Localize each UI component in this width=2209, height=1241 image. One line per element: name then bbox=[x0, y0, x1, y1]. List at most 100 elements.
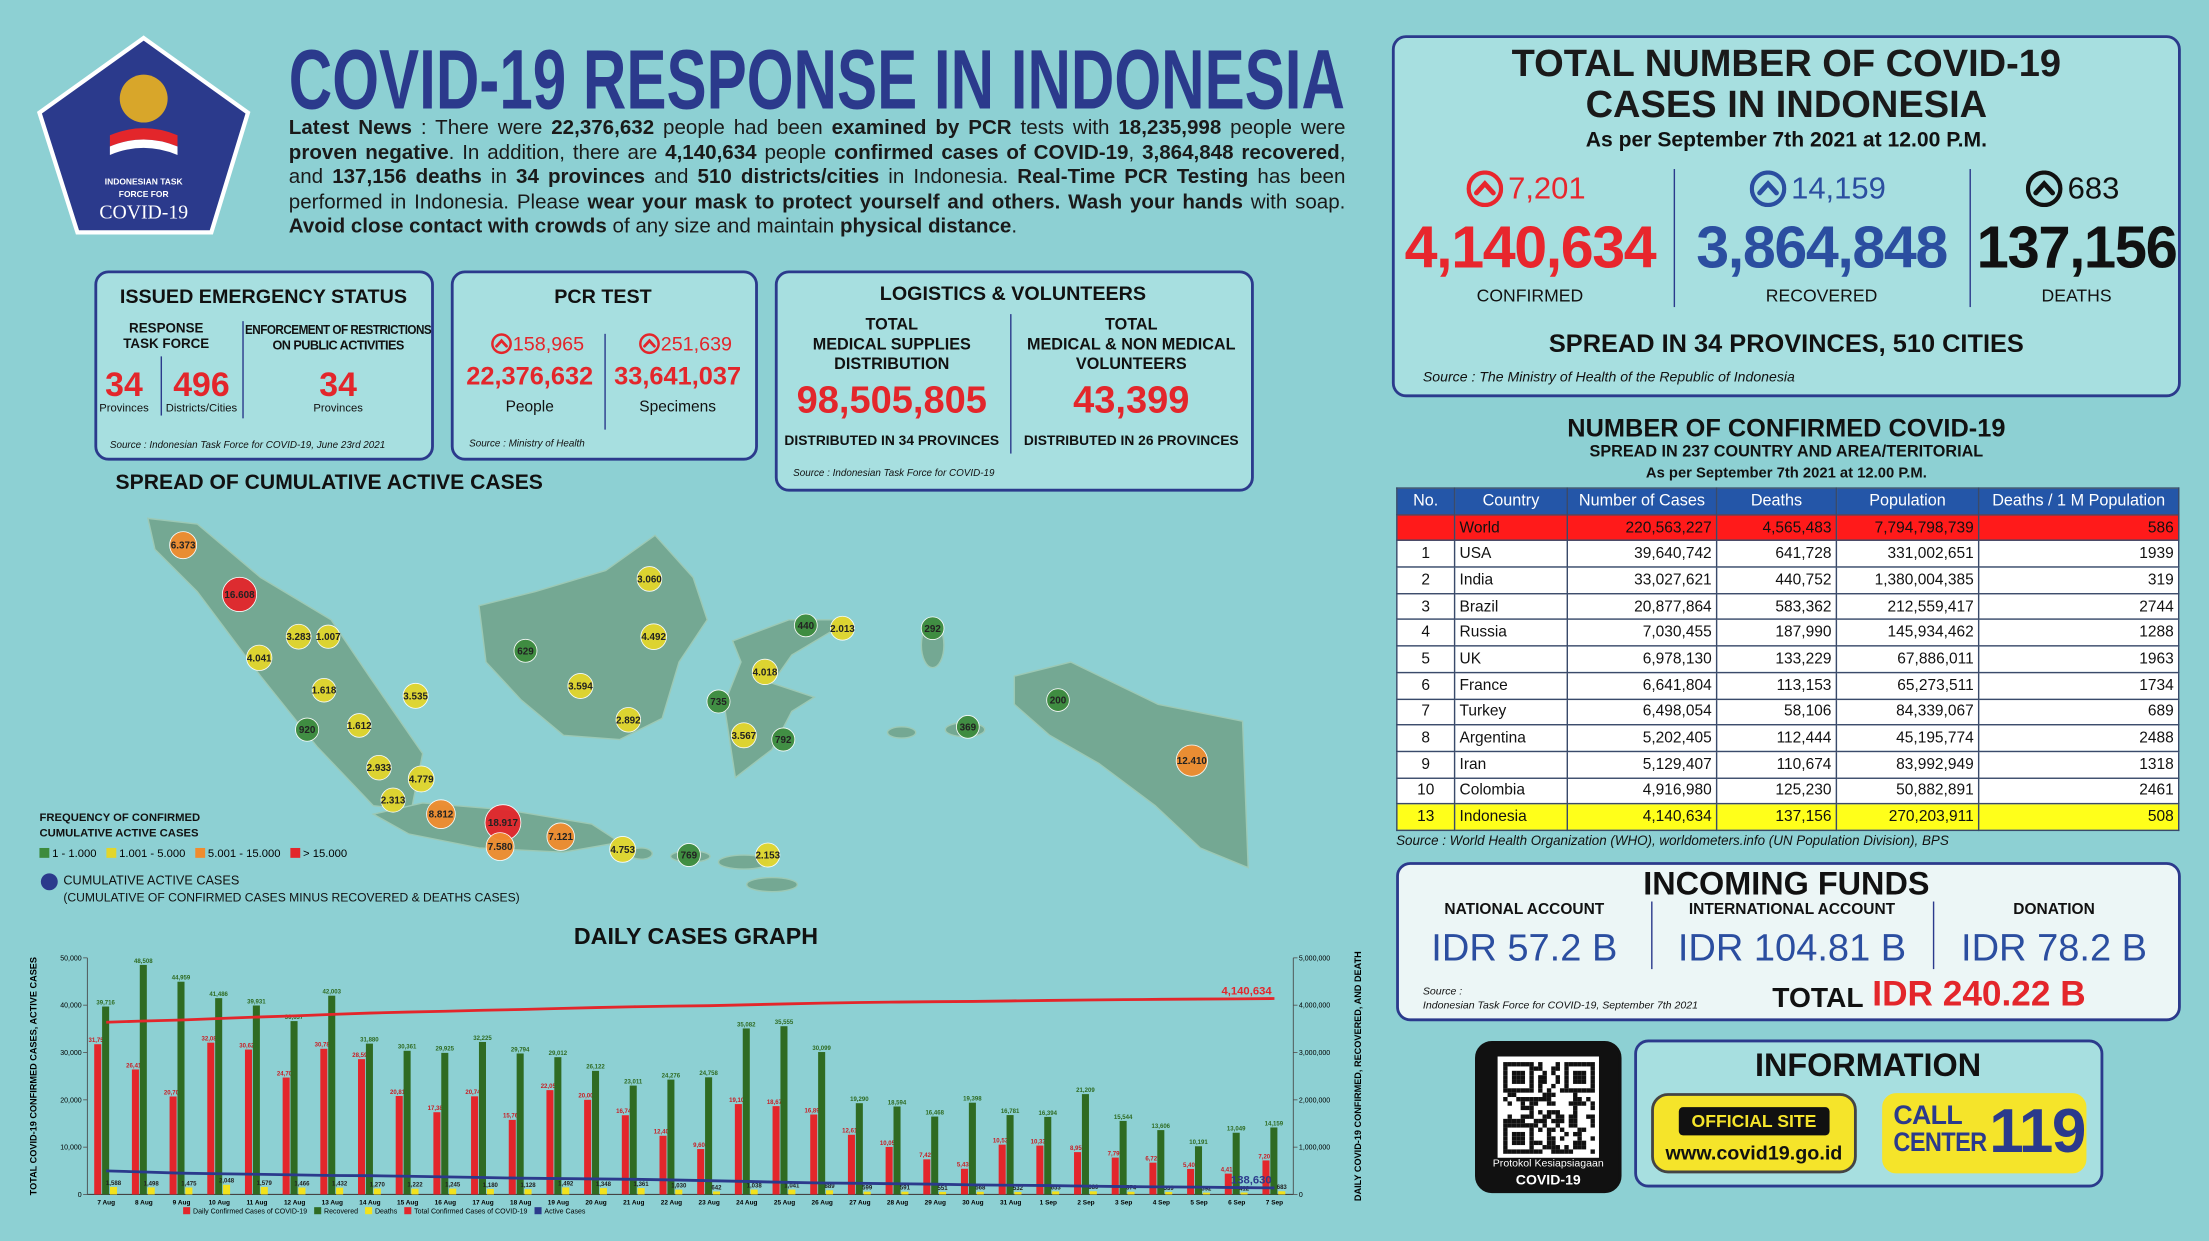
totals-value: 3,864,848 bbox=[1696, 214, 1948, 281]
table-cell: 45,195,774 bbox=[1835, 724, 1980, 753]
bar bbox=[939, 1191, 947, 1195]
bar-label: 5,403 bbox=[1183, 1163, 1199, 1169]
map-islands bbox=[147, 517, 1249, 893]
totals-subtitle: As per September 7th 2021 at 12.00 P.M. bbox=[1585, 128, 1988, 153]
table-row: 10 Colombia 4,916,980 125,230 50,882,891 2461 bbox=[1396, 776, 2180, 805]
qr-module bbox=[1507, 1123, 1512, 1128]
bar-label: 7,427 bbox=[919, 1153, 935, 1159]
funds-label: INTERNATIONAL ACCOUNT bbox=[1688, 901, 1896, 919]
bar bbox=[847, 1134, 855, 1195]
map-bubble-label: 200 bbox=[1050, 696, 1067, 707]
table-cell: 508 bbox=[1977, 803, 2180, 831]
x-tick-label: 3 Sep bbox=[1115, 1199, 1132, 1206]
bar bbox=[1014, 1191, 1022, 1195]
panel-value: 34 bbox=[319, 366, 357, 405]
qr-module bbox=[1503, 1118, 1508, 1124]
qr-module bbox=[1538, 1118, 1543, 1124]
y2-tick-label: 3,000,000 bbox=[1299, 1050, 1330, 1057]
qr-module bbox=[1590, 1062, 1595, 1067]
bar bbox=[637, 1188, 645, 1195]
bar-label: 574 bbox=[1126, 1186, 1137, 1192]
bar-label: 30,099 bbox=[812, 1046, 831, 1052]
qr-module bbox=[1520, 1070, 1526, 1076]
header-cell: Number of Cases bbox=[1566, 487, 1718, 516]
bar-label: 591 bbox=[900, 1186, 911, 1192]
map-bubble bbox=[676, 843, 701, 867]
table-date: As per September 7th 2021 at 12.00 P.M. bbox=[1645, 464, 1927, 482]
legend-marker-label: CUMULATIVE ACTIVE CASES bbox=[63, 873, 240, 888]
qr-module bbox=[1516, 1088, 1521, 1093]
funds-title: INCOMING FUNDS bbox=[1643, 864, 1930, 902]
map-bubble bbox=[346, 713, 372, 738]
divider bbox=[604, 333, 606, 430]
map-bubble bbox=[1175, 744, 1208, 777]
qr-module bbox=[1568, 1062, 1574, 1067]
qr-module bbox=[1516, 1075, 1521, 1080]
bar bbox=[863, 1191, 871, 1195]
bar bbox=[1006, 1115, 1014, 1195]
bar-label: 21,209 bbox=[1076, 1088, 1095, 1094]
increase-icon bbox=[491, 333, 512, 355]
qr-module bbox=[1507, 1088, 1512, 1093]
table-cell: Turkey bbox=[1453, 697, 1568, 726]
bar bbox=[508, 1119, 516, 1195]
qr-module bbox=[1525, 1149, 1530, 1154]
bar-label: 2,048 bbox=[219, 1179, 235, 1185]
qr-module bbox=[1573, 1140, 1578, 1146]
map-bubble bbox=[246, 644, 273, 671]
qr-module bbox=[1555, 1066, 1560, 1071]
panel-label: ENFORCEMENT OF RESTRICTIONS bbox=[244, 322, 432, 337]
qr-module bbox=[1551, 1118, 1556, 1124]
funds-source-label: Source : bbox=[1422, 984, 1463, 998]
table-cell: 5,129,407 bbox=[1566, 750, 1718, 779]
bar bbox=[1127, 1191, 1135, 1195]
map-bubble-label: 2.933 bbox=[367, 763, 392, 774]
bar-label: 36,637 bbox=[285, 1015, 304, 1021]
qr-module bbox=[1542, 1145, 1547, 1150]
bar bbox=[893, 1106, 901, 1195]
bar-label: 48,508 bbox=[134, 959, 153, 965]
bar-label: 7,797 bbox=[1108, 1151, 1124, 1157]
news-segment: 22,376,632 bbox=[551, 116, 655, 140]
qr-module bbox=[1503, 1079, 1508, 1084]
news-segment: wear your mask to protect yourself and o… bbox=[587, 191, 1243, 214]
map-bubble-label: 18.917 bbox=[488, 818, 519, 829]
bar bbox=[298, 1187, 306, 1195]
table-cell: 4 bbox=[1396, 619, 1456, 647]
qr-module bbox=[1520, 1097, 1526, 1102]
pcr-increase: 158,965 bbox=[512, 332, 585, 355]
bar-label: 1,245 bbox=[445, 1182, 461, 1188]
table-cell: 20,877,864 bbox=[1566, 592, 1718, 621]
map-bubble bbox=[956, 715, 980, 739]
bar bbox=[373, 1188, 381, 1195]
map-bubble-label: 1.007 bbox=[316, 632, 341, 643]
bar bbox=[524, 1189, 532, 1195]
qr-module bbox=[1590, 1079, 1595, 1084]
bar bbox=[667, 1079, 675, 1195]
funds-value: IDR 78.2 B bbox=[1961, 926, 2148, 970]
bar-label: 17,384 bbox=[428, 1106, 447, 1112]
qr-module bbox=[1542, 1097, 1547, 1102]
qr-module bbox=[1503, 1083, 1508, 1089]
legend-label: 1 - 1.000 bbox=[52, 848, 96, 860]
qr-module bbox=[1533, 1066, 1539, 1071]
qr-module bbox=[1555, 1123, 1560, 1128]
qr-module bbox=[1516, 1136, 1521, 1141]
qr-module bbox=[1551, 1066, 1556, 1071]
qr-module bbox=[1529, 1127, 1534, 1132]
qr-module bbox=[1546, 1114, 1552, 1119]
qr-module bbox=[1533, 1097, 1539, 1102]
bar bbox=[923, 1159, 931, 1195]
qr-module bbox=[1559, 1118, 1565, 1124]
map-bubble bbox=[793, 613, 818, 638]
bar-label: 10,191 bbox=[1189, 1140, 1208, 1146]
map-bubble bbox=[485, 832, 515, 861]
qr-module bbox=[1538, 1110, 1543, 1115]
table-cell: 83,992,949 bbox=[1835, 750, 1980, 779]
qr-module bbox=[1546, 1110, 1552, 1115]
table-cell: 1288 bbox=[1977, 619, 2180, 647]
qr-module bbox=[1542, 1075, 1547, 1080]
qr-module bbox=[1559, 1114, 1565, 1119]
bar-label: 683 bbox=[1277, 1185, 1288, 1191]
qr-module bbox=[1586, 1062, 1591, 1067]
